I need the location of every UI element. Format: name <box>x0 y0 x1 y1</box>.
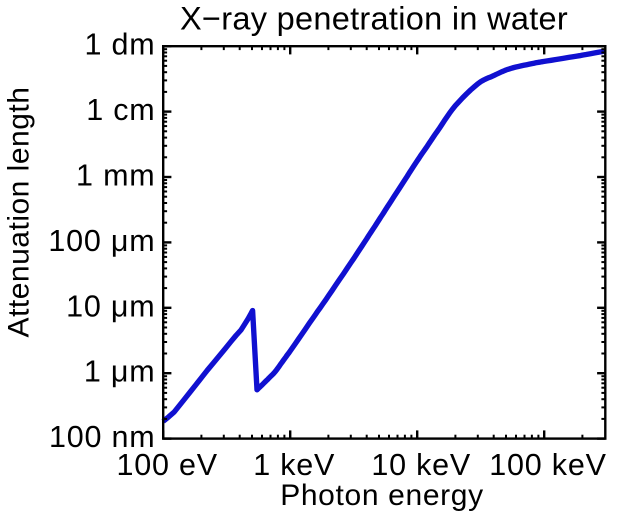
svg-text:100 keV: 100 keV <box>489 448 607 482</box>
svg-text:1 keV: 1 keV <box>253 448 335 482</box>
svg-text:100 μm: 100 μm <box>48 224 155 258</box>
svg-text:1 cm: 1 cm <box>86 93 155 127</box>
svg-text:1 μm: 1 μm <box>84 355 156 389</box>
svg-text:100 nm: 100 nm <box>49 420 156 454</box>
svg-text:Attenuation length: Attenuation length <box>3 87 36 338</box>
svg-text:10 μm: 10 μm <box>66 289 155 323</box>
svg-text:100 eV: 100 eV <box>116 448 217 482</box>
svg-text:10 keV: 10 keV <box>371 448 471 482</box>
svg-text:Photon energy: Photon energy <box>280 479 484 512</box>
svg-text:1 mm: 1 mm <box>76 159 155 193</box>
svg-text:1 dm: 1 dm <box>84 28 155 62</box>
svg-text:X−ray penetration in water: X−ray penetration in water <box>180 1 568 37</box>
